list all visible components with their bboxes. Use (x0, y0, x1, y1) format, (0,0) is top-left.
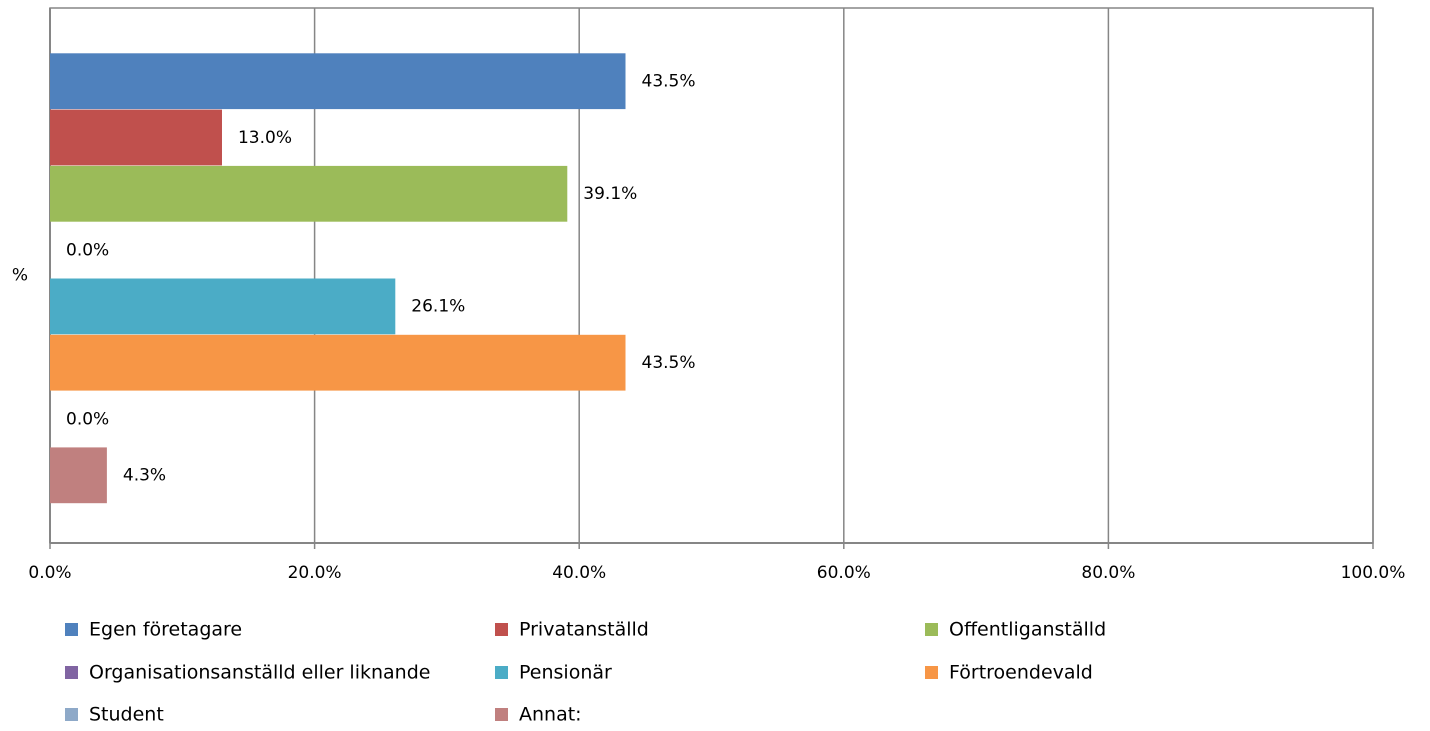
legend-swatch (495, 623, 508, 636)
legend-swatch (65, 708, 78, 721)
data-label: 39.1% (583, 184, 637, 204)
legend-swatch (495, 666, 508, 679)
data-label: 13.0% (238, 128, 292, 148)
legend-swatch (925, 666, 938, 679)
x-tick-label: 40.0% (552, 563, 606, 583)
legend-label: Privatanställd (519, 619, 649, 641)
legend-swatch (65, 623, 78, 636)
x-tick-label: 80.0% (1081, 563, 1135, 583)
legend-label: Organisationsanställd eller liknande (89, 662, 430, 684)
data-label: 0.0% (66, 240, 109, 260)
data-label: 0.0% (66, 409, 109, 429)
bar (50, 109, 222, 166)
legend-swatch (495, 708, 508, 721)
bar (50, 278, 396, 335)
x-tick-label: 20.0% (288, 563, 342, 583)
legend-label: Förtroendevald (949, 662, 1093, 684)
legend-label: Offentliganställd (949, 619, 1106, 641)
bar (50, 165, 568, 222)
data-label: 43.5% (642, 71, 696, 91)
legend-label: Annat: (519, 704, 582, 726)
y-tick-label: % (12, 266, 28, 286)
legend-label: Student (89, 704, 164, 726)
data-label: 43.5% (642, 353, 696, 373)
bar (50, 447, 107, 504)
data-label: 4.3% (123, 466, 166, 486)
data-label: 26.1% (411, 297, 465, 317)
bar (50, 53, 626, 110)
legend-label: Pensionär (519, 662, 612, 684)
bar (50, 334, 626, 391)
legend-swatch (925, 623, 938, 636)
x-tick-label: 100.0% (1341, 563, 1406, 583)
x-tick-label: 0.0% (28, 563, 71, 583)
legend-label: Egen företagare (89, 619, 242, 641)
x-tick-label: 60.0% (817, 563, 871, 583)
legend-swatch (65, 666, 78, 679)
